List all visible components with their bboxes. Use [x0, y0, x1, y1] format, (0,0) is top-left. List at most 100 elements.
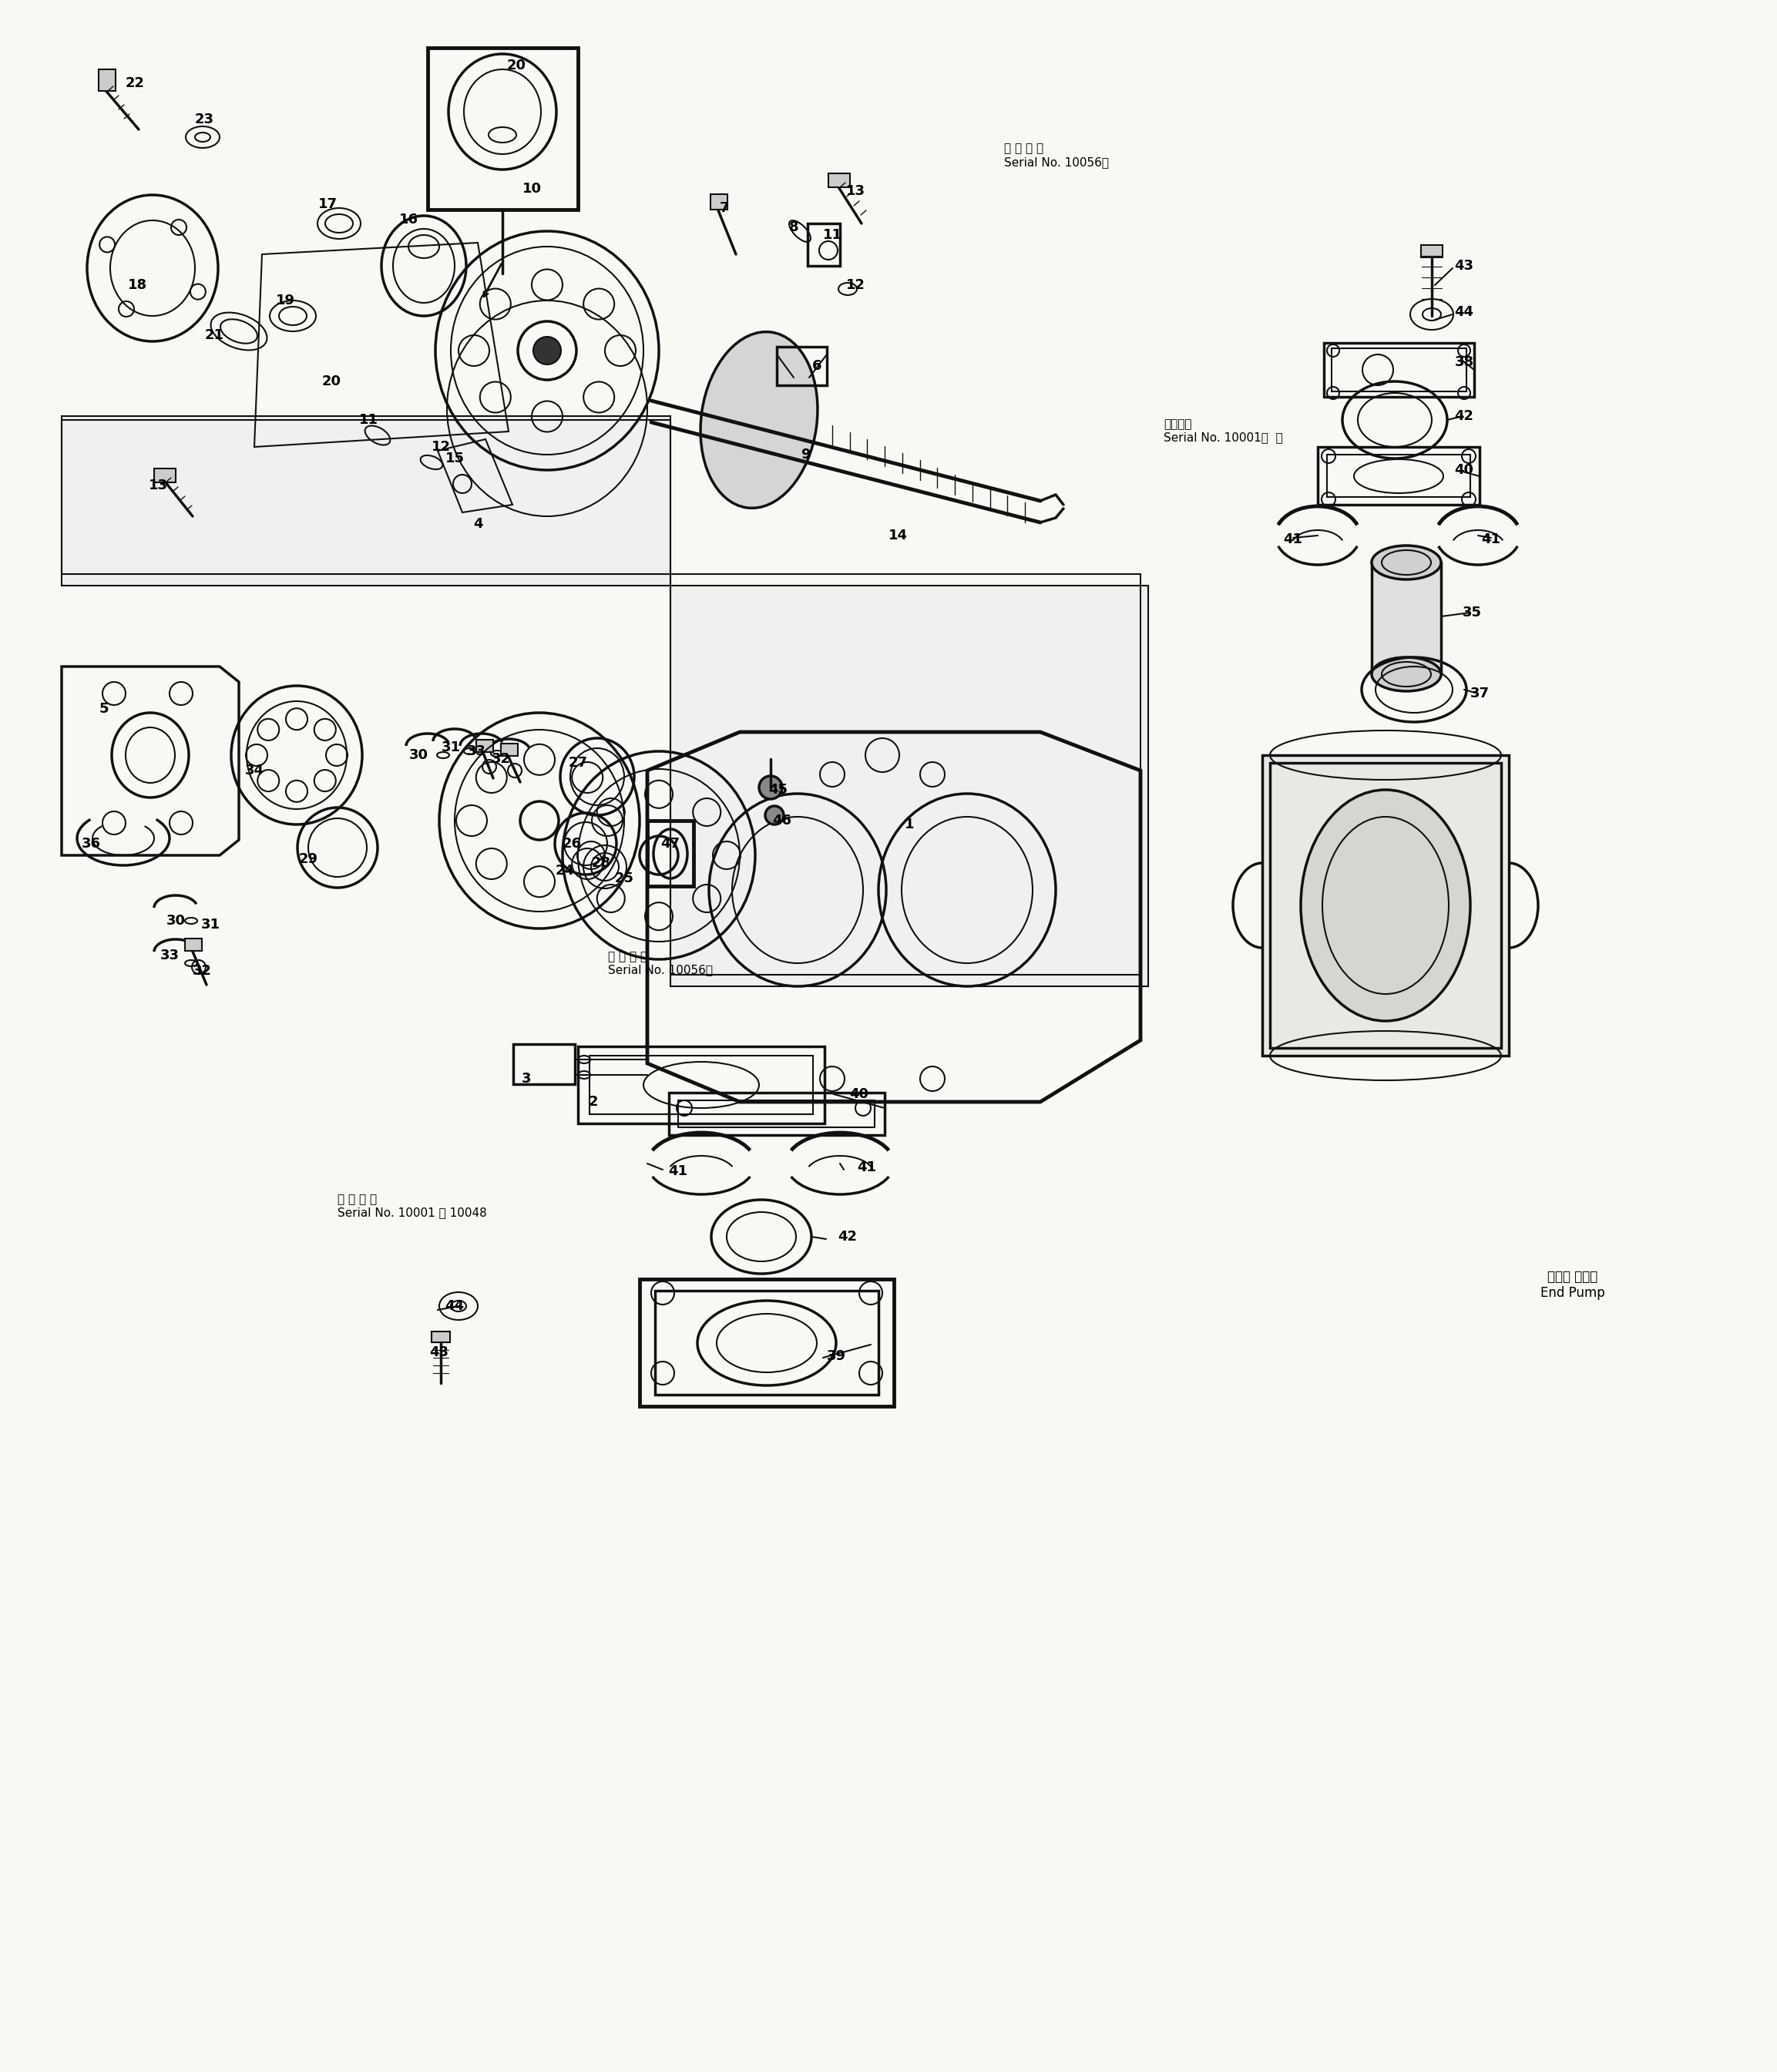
- Ellipse shape: [700, 332, 817, 508]
- Text: 39: 39: [826, 1349, 846, 1363]
- Text: 25: 25: [615, 872, 634, 885]
- Polygon shape: [62, 416, 670, 586]
- Text: 23: 23: [194, 112, 213, 126]
- Bar: [432, 1332, 450, 1343]
- Text: 38: 38: [1454, 354, 1473, 369]
- Text: 33: 33: [467, 744, 485, 758]
- Text: 40: 40: [849, 1088, 869, 1100]
- Text: 適 用 号 機
Serial No. 10056～: 適 用 号 機 Serial No. 10056～: [608, 951, 713, 976]
- Text: 35: 35: [1462, 605, 1482, 620]
- Text: 41: 41: [1283, 533, 1303, 547]
- Bar: [777, 346, 826, 385]
- Text: 47: 47: [661, 837, 681, 852]
- Text: 13: 13: [147, 479, 167, 493]
- Text: 37: 37: [1470, 686, 1489, 700]
- Text: 26: 26: [562, 837, 581, 852]
- Text: 6: 6: [812, 358, 821, 373]
- Text: 29: 29: [299, 852, 318, 866]
- Text: 14: 14: [888, 528, 908, 543]
- Text: 12: 12: [846, 278, 865, 292]
- Bar: [578, 1046, 825, 1123]
- Polygon shape: [670, 586, 1148, 986]
- Text: 4: 4: [473, 518, 483, 530]
- Text: 20: 20: [506, 58, 526, 73]
- Circle shape: [759, 775, 782, 800]
- Bar: [647, 821, 693, 887]
- Text: 13: 13: [846, 184, 865, 199]
- Bar: [514, 1044, 576, 1084]
- Text: 10: 10: [522, 182, 542, 195]
- Bar: [668, 1092, 885, 1135]
- Bar: [1271, 762, 1502, 1048]
- Bar: [1319, 448, 1480, 506]
- Text: 41: 41: [857, 1160, 876, 1175]
- Text: 32: 32: [192, 963, 211, 978]
- Text: 11: 11: [823, 228, 842, 242]
- Text: 31: 31: [441, 740, 460, 754]
- Text: 34: 34: [245, 765, 265, 777]
- Text: 1: 1: [904, 818, 913, 831]
- Bar: [1422, 244, 1443, 257]
- Bar: [501, 744, 517, 756]
- Bar: [185, 939, 203, 951]
- Text: 43: 43: [430, 1345, 450, 1359]
- Text: 適 用 号 機
Serial No. 10056～: 適 用 号 機 Serial No. 10056～: [1004, 143, 1109, 168]
- Text: 16: 16: [398, 213, 418, 226]
- Text: 20: 20: [322, 375, 341, 387]
- Text: 42: 42: [839, 1231, 857, 1243]
- Text: 22: 22: [124, 77, 144, 91]
- Bar: [1262, 754, 1509, 1055]
- Text: 19: 19: [275, 294, 295, 307]
- Text: 28: 28: [592, 856, 611, 870]
- Text: 8: 8: [789, 220, 798, 234]
- Text: 3: 3: [521, 1071, 531, 1086]
- Text: 45: 45: [769, 783, 787, 798]
- Bar: [656, 1291, 878, 1394]
- Text: 適用号機
Serial No. 10001～  ・: 適用号機 Serial No. 10001～ ・: [1164, 419, 1283, 443]
- Text: 42: 42: [1455, 408, 1473, 423]
- Text: 44: 44: [1455, 305, 1473, 319]
- Text: 27: 27: [569, 756, 588, 771]
- Text: 15: 15: [444, 452, 464, 466]
- Bar: [679, 1100, 874, 1127]
- Text: 5: 5: [100, 702, 108, 715]
- Bar: [155, 468, 176, 483]
- Bar: [807, 224, 841, 265]
- Bar: [711, 195, 727, 209]
- Bar: [100, 68, 116, 91]
- Text: 7: 7: [720, 201, 729, 215]
- Bar: [1327, 454, 1470, 497]
- Text: 33: 33: [160, 949, 179, 961]
- Text: 17: 17: [318, 197, 338, 211]
- Circle shape: [766, 806, 784, 825]
- Ellipse shape: [1372, 545, 1441, 580]
- Text: 適 用 号 機
Serial No. 10001 ～ 10048: 適 用 号 機 Serial No. 10001 ～ 10048: [338, 1193, 487, 1218]
- Text: 44: 44: [444, 1299, 464, 1314]
- Text: 40: 40: [1455, 464, 1473, 477]
- Text: 41: 41: [1482, 533, 1502, 547]
- Text: エンド ポンプ
End Pump: エンド ポンプ End Pump: [1541, 1270, 1605, 1299]
- Text: 21: 21: [204, 327, 224, 342]
- Bar: [590, 1055, 814, 1115]
- Text: 31: 31: [201, 918, 220, 932]
- Bar: [428, 48, 578, 209]
- Bar: [476, 740, 494, 752]
- Bar: [828, 174, 849, 186]
- Text: 41: 41: [668, 1164, 688, 1179]
- Text: 43: 43: [1455, 259, 1473, 274]
- Bar: [1372, 562, 1441, 673]
- Bar: [1331, 348, 1466, 392]
- Ellipse shape: [1301, 789, 1470, 1021]
- Text: 18: 18: [128, 278, 147, 292]
- Text: 30: 30: [165, 914, 185, 928]
- Text: 9: 9: [800, 448, 810, 462]
- Bar: [1324, 342, 1475, 398]
- Circle shape: [533, 338, 562, 365]
- Ellipse shape: [1372, 657, 1441, 692]
- Text: 12: 12: [432, 439, 450, 454]
- Text: 11: 11: [359, 412, 379, 427]
- Text: 36: 36: [82, 837, 101, 852]
- Text: 32: 32: [490, 752, 510, 767]
- Text: 24: 24: [554, 864, 574, 879]
- Text: 2: 2: [588, 1094, 599, 1109]
